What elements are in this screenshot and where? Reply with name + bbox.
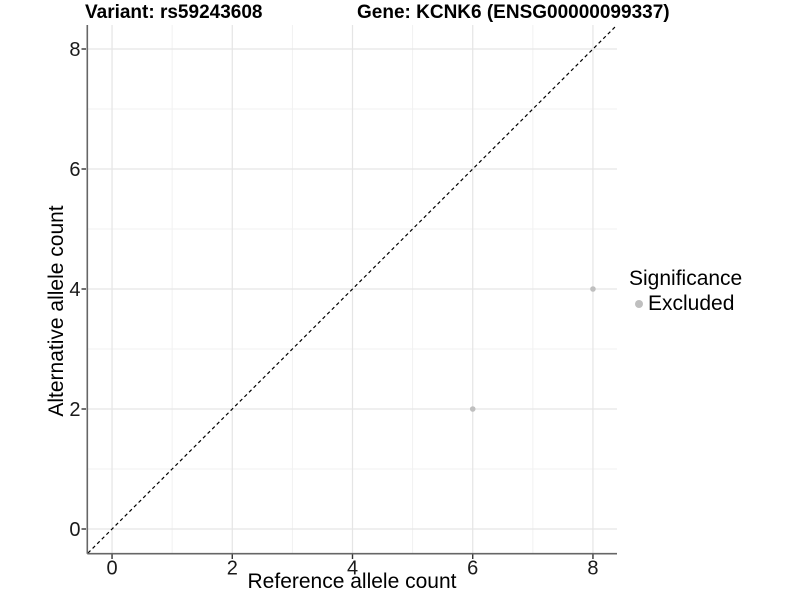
plot-title-gene: Gene: KCNK6 (ENSG00000099337) [357,2,670,23]
y-axis-title: Alternative allele count [45,205,68,417]
legend-item-excluded: Excluded [629,292,742,315]
plot-title-variant: Variant: rs59243608 [85,2,263,23]
identity-dashed-line [87,24,618,554]
x-tick-label: 0 [106,558,117,580]
x-tick-label: 2 [227,558,238,580]
legend-title: Significance [629,267,743,290]
legend: Significance Excluded [629,266,742,315]
data-point [590,286,596,292]
legend-point-icon [635,300,643,308]
x-tick-label: 4 [347,558,358,580]
y-tick-label: 2 [69,399,80,421]
y-tick-label: 6 [69,159,80,181]
legend-item-label: Excluded [648,292,735,315]
x-axis-title: Reference allele count [247,570,457,593]
x-tick-label: 8 [587,558,598,580]
data-point [469,406,476,412]
x-tick-label: 6 [467,558,478,580]
y-tick-label: 0 [69,519,80,541]
y-tick-label: 4 [69,279,80,301]
y-tick-label: 8 [69,39,80,61]
